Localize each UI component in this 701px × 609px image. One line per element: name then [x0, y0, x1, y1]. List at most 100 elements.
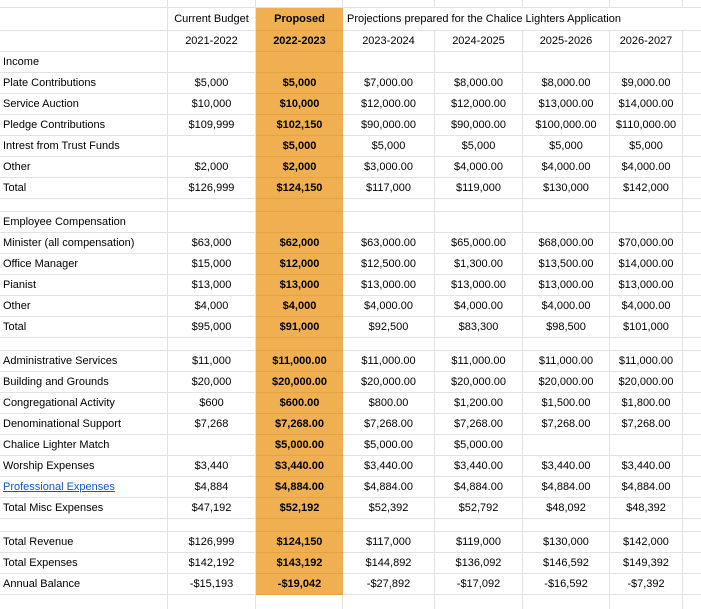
value-cell[interactable]: $142,000 [610, 532, 683, 553]
value-cell[interactable] [343, 338, 435, 351]
row-label-cell[interactable]: Total Expenses [0, 553, 168, 574]
value-cell[interactable] [523, 212, 610, 233]
row-label-cell[interactable]: Worship Expenses [0, 456, 168, 477]
value-cell[interactable]: $3,440.00 [435, 456, 523, 477]
blank-cell[interactable] [683, 393, 701, 414]
value-cell[interactable] [168, 338, 256, 351]
value-cell[interactable]: $101,000 [610, 317, 683, 338]
value-cell[interactable]: $4,884.00 [523, 477, 610, 498]
value-cell[interactable]: $13,000.00 [343, 275, 435, 296]
value-cell[interactable]: $20,000 [168, 372, 256, 393]
value-cell[interactable]: $68,000.00 [523, 233, 610, 254]
value-cell[interactable] [343, 519, 435, 532]
value-cell[interactable]: $146,592 [523, 553, 610, 574]
value-cell[interactable]: $4,884.00 [435, 477, 523, 498]
value-cell[interactable] [435, 52, 523, 73]
value-cell[interactable]: $11,000.00 [523, 351, 610, 372]
value-cell[interactable]: $15,000 [168, 254, 256, 275]
blank-cell[interactable] [435, 0, 523, 8]
row-label-cell[interactable]: Pledge Contributions [0, 115, 168, 136]
value-cell[interactable]: $1,500.00 [523, 393, 610, 414]
row-label-cell[interactable]: Minister (all compensation) [0, 233, 168, 254]
row-label-cell[interactable] [0, 338, 168, 351]
value-cell[interactable]: $800.00 [343, 393, 435, 414]
value-cell[interactable]: $14,000.00 [610, 254, 683, 275]
row-label-cell[interactable]: Total [0, 317, 168, 338]
value-cell[interactable] [435, 519, 523, 532]
value-cell[interactable] [523, 199, 610, 212]
blank-cell[interactable] [683, 595, 701, 609]
row-label-cell[interactable]: Other [0, 157, 168, 178]
value-cell[interactable]: $1,200.00 [435, 393, 523, 414]
value-cell-proposed[interactable]: $52,192 [256, 498, 343, 519]
blank-cell[interactable] [683, 351, 701, 372]
value-cell-proposed[interactable]: $62,000 [256, 233, 343, 254]
blank-cell[interactable] [256, 595, 343, 609]
row-label-cell[interactable] [0, 199, 168, 212]
value-cell-proposed[interactable]: $20,000.00 [256, 372, 343, 393]
value-cell[interactable]: $20,000.00 [523, 372, 610, 393]
value-cell[interactable] [610, 338, 683, 351]
value-cell[interactable]: $9,000.00 [610, 73, 683, 94]
value-cell[interactable]: $70,000.00 [610, 233, 683, 254]
value-cell-proposed[interactable]: $124,150 [256, 532, 343, 553]
value-cell-proposed[interactable] [256, 199, 343, 212]
blank-cell[interactable] [683, 338, 701, 351]
value-cell[interactable]: $4,884.00 [610, 477, 683, 498]
blank-cell[interactable] [683, 553, 701, 574]
value-cell[interactable]: $7,268.00 [610, 414, 683, 435]
blank-cell[interactable] [683, 73, 701, 94]
row-label-cell[interactable]: Congregational Activity [0, 393, 168, 414]
value-cell[interactable]: $144,892 [343, 553, 435, 574]
blank-cell[interactable] [683, 317, 701, 338]
value-cell[interactable]: $83,300 [435, 317, 523, 338]
value-cell[interactable]: $126,999 [168, 178, 256, 199]
value-cell[interactable]: -$17,092 [435, 574, 523, 595]
blank-cell[interactable] [683, 456, 701, 477]
value-cell[interactable]: $7,268.00 [435, 414, 523, 435]
value-cell-proposed[interactable]: $5,000.00 [256, 435, 343, 456]
row-label-cell[interactable]: Total [0, 178, 168, 199]
value-cell-proposed[interactable]: $10,000 [256, 94, 343, 115]
blank-cell[interactable] [683, 178, 701, 199]
blank-cell[interactable] [683, 254, 701, 275]
value-cell[interactable] [168, 212, 256, 233]
row-label-cell[interactable]: Chalice Lighter Match [0, 435, 168, 456]
value-cell[interactable]: $3,440 [168, 456, 256, 477]
value-cell[interactable]: $20,000.00 [435, 372, 523, 393]
blank-cell[interactable] [610, 595, 683, 609]
value-cell[interactable]: $1,800.00 [610, 393, 683, 414]
year-cell-proposed[interactable]: 2022-2023 [256, 31, 343, 52]
blank-cell[interactable] [435, 595, 523, 609]
value-cell[interactable]: $3,000.00 [343, 157, 435, 178]
value-cell[interactable]: $7,268.00 [343, 414, 435, 435]
year-cell[interactable]: 2026-2027 [610, 31, 683, 52]
value-cell[interactable]: -$7,392 [610, 574, 683, 595]
value-cell[interactable]: $2,000 [168, 157, 256, 178]
value-cell-proposed[interactable]: $7,268.00 [256, 414, 343, 435]
blank-cell[interactable] [683, 574, 701, 595]
value-cell-proposed[interactable]: $2,000 [256, 157, 343, 178]
blank-cell[interactable] [683, 199, 701, 212]
value-cell[interactable]: -$15,193 [168, 574, 256, 595]
value-cell-proposed[interactable]: $12,000 [256, 254, 343, 275]
row-label-cell[interactable]: Office Manager [0, 254, 168, 275]
value-cell[interactable]: $130,000 [523, 178, 610, 199]
value-cell[interactable]: $48,392 [610, 498, 683, 519]
value-cell[interactable]: $8,000.00 [523, 73, 610, 94]
value-cell[interactable] [343, 199, 435, 212]
value-cell[interactable]: $4,000.00 [435, 157, 523, 178]
blank-cell[interactable] [683, 414, 701, 435]
value-cell[interactable]: $10,000 [168, 94, 256, 115]
value-cell[interactable]: $4,000.00 [435, 296, 523, 317]
blank-cell[interactable] [0, 8, 168, 31]
value-cell[interactable]: $52,392 [343, 498, 435, 519]
value-cell[interactable] [168, 199, 256, 212]
row-label-cell[interactable]: Professional Expenses [0, 477, 168, 498]
value-cell-proposed[interactable]: $5,000 [256, 136, 343, 157]
blank-cell[interactable] [683, 296, 701, 317]
value-cell-proposed[interactable] [256, 519, 343, 532]
value-cell[interactable] [435, 338, 523, 351]
value-cell-proposed[interactable]: $5,000 [256, 73, 343, 94]
year-cell[interactable]: 2025-2026 [523, 31, 610, 52]
